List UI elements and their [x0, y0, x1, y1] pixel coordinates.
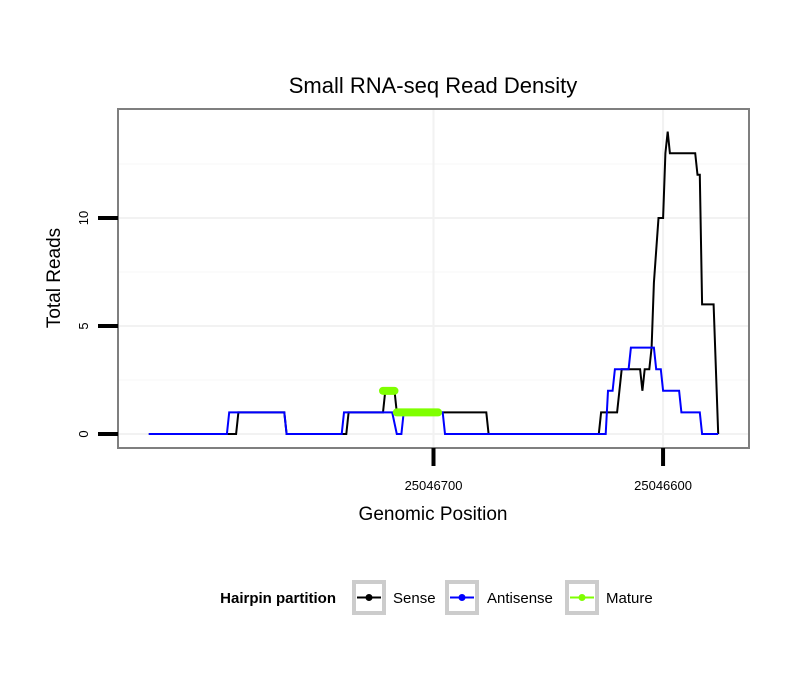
legend-title: Hairpin partition [220, 590, 336, 607]
legend-entry-mature: Mature [565, 580, 653, 615]
x-tick-label-1: 25046600 [634, 478, 692, 493]
legend: Hairpin partition Sense Antisense Mature [220, 580, 653, 615]
legend-key-point-mature [578, 594, 586, 601]
legend-label-antisense: Antisense [487, 590, 553, 607]
y-tick-label-1: 5 [76, 322, 91, 329]
x-axis: 25046700 25046600 [405, 448, 692, 493]
chart-title: Small RNA-seq Read Density [289, 73, 578, 98]
series-line-antisense [148, 346, 719, 435]
y-axis: 0 5 10 [76, 211, 118, 438]
legend-label-mature: Mature [606, 590, 653, 607]
legend-label-sense: Sense [393, 590, 436, 607]
series-layer [148, 131, 720, 435]
y-tick-label-0: 0 [76, 430, 91, 437]
legend-key-point-sense [365, 594, 373, 601]
legend-entry-sense: Sense [352, 580, 436, 615]
y-axis-label: Total Reads [44, 228, 65, 328]
x-tick-label-0: 25046700 [405, 478, 463, 493]
legend-entry-antisense: Antisense [445, 580, 553, 615]
x-axis-label: Genomic Position [359, 504, 508, 525]
legend-key-point-antisense [458, 594, 466, 601]
y-tick-label-2: 10 [76, 211, 91, 225]
